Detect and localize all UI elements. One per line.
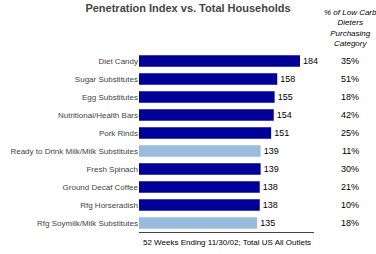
svg-text:18%: 18% <box>341 218 359 228</box>
svg-text:Penetration Index vs. Total Ho: Penetration Index vs. Total Households <box>85 2 290 14</box>
svg-text:155: 155 <box>278 92 293 102</box>
svg-text:18%: 18% <box>341 92 359 102</box>
svg-text:42%: 42% <box>341 110 359 120</box>
svg-text:154: 154 <box>277 110 292 120</box>
svg-text:138: 138 <box>263 200 278 210</box>
svg-text:35%: 35% <box>341 56 359 66</box>
svg-text:25%: 25% <box>341 128 359 138</box>
svg-text:52 Weeks Ending 11/30/02; Tota: 52 Weeks Ending 11/30/02; Total US All O… <box>143 238 311 247</box>
svg-text:Diet Candy: Diet Candy <box>98 57 138 66</box>
svg-text:% of Low CarbDietersPurchasing: % of Low CarbDietersPurchasingCategory <box>324 8 376 48</box>
svg-text:11%: 11% <box>342 146 359 156</box>
svg-text:Rfg Soymilk/Milk Substitutes: Rfg Soymilk/Milk Substitutes <box>37 219 138 228</box>
svg-text:Pork Rinds: Pork Rinds <box>99 129 138 138</box>
svg-text:184: 184 <box>303 56 318 66</box>
svg-text:51%: 51% <box>341 74 359 84</box>
svg-text:Ready to Drink Milk/Milk Subst: Ready to Drink Milk/Milk Substitutes <box>10 147 138 156</box>
svg-text:151: 151 <box>274 128 289 138</box>
svg-text:139: 139 <box>264 146 279 156</box>
svg-text:Fresh Spinach: Fresh Spinach <box>86 165 138 174</box>
svg-text:21%: 21% <box>341 182 359 192</box>
svg-text:Rfg Horseradish: Rfg Horseradish <box>80 201 138 210</box>
svg-text:30%: 30% <box>341 164 359 174</box>
svg-text:Nutritional/Health Bars: Nutritional/Health Bars <box>58 111 138 120</box>
svg-text:Egg Substitutes: Egg Substitutes <box>82 93 138 102</box>
svg-text:Sugar Substitutes: Sugar Substitutes <box>75 75 138 84</box>
svg-text:135: 135 <box>260 218 275 228</box>
svg-text:10%: 10% <box>341 200 359 210</box>
svg-text:158: 158 <box>280 74 295 84</box>
svg-text:138: 138 <box>263 182 278 192</box>
svg-text:Ground Decaf Coffee: Ground Decaf Coffee <box>63 183 139 192</box>
svg-text:139: 139 <box>264 164 279 174</box>
